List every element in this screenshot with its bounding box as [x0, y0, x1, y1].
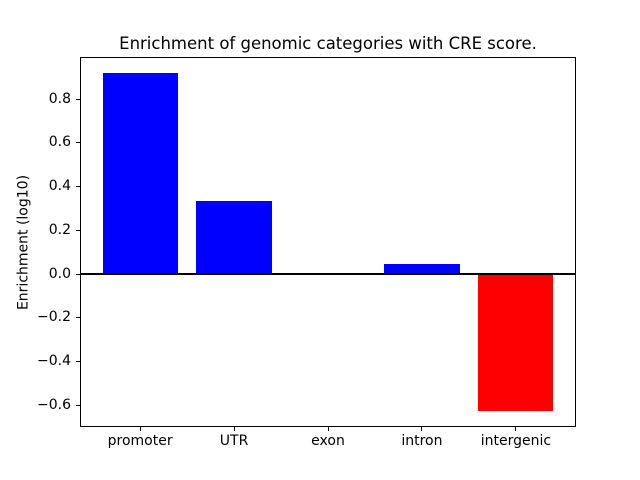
zero-line: [80, 272, 576, 276]
x-axis-category-UTR: UTR: [219, 433, 249, 450]
x-axis-category-promoter: promoter: [107, 433, 173, 450]
x-axis-category-intergenic: intergenic: [480, 433, 552, 450]
y-tick-mark: [76, 317, 80, 319]
bar-intron: [384, 264, 460, 275]
y-tick-mark: [76, 142, 80, 144]
y-tick-mark: [76, 229, 80, 231]
y-tick-label: −0.6: [37, 396, 71, 413]
chart-title: Enrichment of genomic categories with CR…: [119, 34, 537, 53]
x-tick-mark: [139, 427, 141, 432]
y-tick-mark: [76, 361, 80, 363]
y-tick-label: −0.2: [37, 309, 71, 326]
y-tick-label: 0.2: [48, 221, 71, 238]
y-tick-mark: [76, 273, 80, 275]
y-tick-label: −0.4: [37, 353, 71, 370]
y-tick-mark: [76, 98, 80, 100]
bar-promoter: [102, 72, 178, 275]
bar-UTR: [196, 200, 272, 275]
x-tick-mark: [327, 427, 329, 432]
y-tick-label: 0.6: [48, 134, 71, 151]
y-tick-mark: [76, 404, 80, 406]
bar-intergenic: [478, 274, 554, 411]
y-tick-label: 0.4: [48, 178, 71, 195]
y-tick-mark: [76, 186, 80, 188]
x-axis-category-intron: intron: [401, 433, 443, 450]
x-axis-category-exon: exon: [311, 433, 345, 450]
y-tick-label: 0.0: [48, 265, 71, 282]
x-tick-mark: [515, 427, 517, 432]
x-tick-mark: [233, 427, 235, 432]
y-tick-label: 0.8: [48, 90, 71, 107]
x-tick-mark: [421, 427, 423, 432]
